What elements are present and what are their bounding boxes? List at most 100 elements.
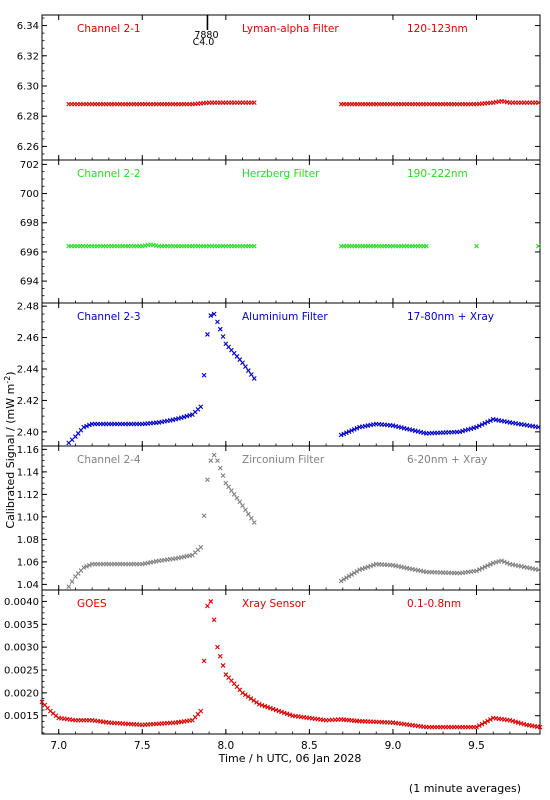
panel-3: 2.40 2.42 2.44 2.46 2.48 Channel 2-3 Aluminium… (17, 302, 541, 447)
data-point (535, 424, 541, 430)
band-label: 17-80nm + Xray (407, 311, 494, 323)
data-point (346, 429, 352, 435)
data-point (273, 707, 279, 713)
data-point (485, 563, 491, 569)
data-point (341, 431, 347, 437)
data-point (343, 575, 349, 581)
data-point (351, 570, 357, 576)
y-tick-label: 1.04 (17, 580, 39, 591)
y-tick-label: 2.48 (17, 302, 39, 313)
data-point (205, 603, 210, 609)
filter-label: Zirconium Filter (242, 454, 325, 466)
y-tick-label: 702 (20, 160, 39, 171)
data-point (220, 334, 226, 339)
band-label: 190-222nm (407, 168, 468, 180)
data-point (245, 511, 251, 517)
data-point (265, 704, 270, 710)
data-point (220, 473, 226, 479)
data-point (341, 577, 347, 582)
y-tick-label: 2.40 (17, 427, 39, 438)
data-point (81, 424, 87, 430)
data-point (482, 720, 488, 725)
channel-label: Channel 2-4 (77, 454, 141, 466)
data-point (234, 495, 240, 501)
y-tick-label: 6.28 (17, 112, 39, 123)
data-point (198, 544, 204, 550)
channel-label: Channel 2-1 (77, 23, 141, 35)
data-point (479, 721, 485, 727)
data-point (240, 690, 245, 696)
y-tick-label: 698 (20, 218, 39, 229)
x-tick-label: 9.5 (468, 740, 485, 752)
y-tick-label: 2.46 (17, 333, 39, 344)
data-point (371, 562, 376, 568)
y-tick-label: 0.0040 (4, 597, 39, 608)
y-tick-label: 0.0035 (4, 620, 39, 631)
data-point (220, 663, 226, 668)
data-point (69, 579, 75, 584)
data-series (39, 599, 543, 730)
data-series (66, 452, 541, 590)
data-series (66, 311, 541, 446)
data-point (251, 698, 257, 703)
filter-label: Herzberg Filter (242, 168, 320, 180)
data-point (240, 360, 245, 366)
panel-frame (41, 589, 541, 735)
data-point (276, 708, 282, 714)
data-point (259, 702, 265, 708)
data-point (368, 563, 374, 569)
x-tick-label: 9.0 (385, 740, 402, 752)
y-tick-label: 2.42 (17, 396, 39, 407)
data-series (66, 242, 541, 249)
data-point (254, 699, 259, 705)
y-tick-label: 0.0015 (4, 711, 39, 722)
data-point (423, 243, 429, 249)
data-point (245, 694, 251, 700)
channel-label: Channel 2-2 (77, 168, 141, 180)
data-point (251, 100, 257, 105)
data-point (482, 564, 488, 570)
y-tick-label: 6.34 (17, 21, 39, 32)
data-series (66, 98, 541, 107)
panels-group: 6.26 6.28 6.30 6.32 6.34 Channel 2-1 Lyman-alp… (4, 14, 543, 735)
data-point (86, 562, 92, 568)
y-tick-label: 1.12 (17, 490, 39, 501)
data-point (208, 313, 214, 318)
data-point (226, 484, 231, 490)
x-tick-label: 7.0 (50, 740, 67, 752)
data-point (482, 420, 488, 426)
band-label: 6-20nm + Xray (407, 454, 487, 466)
data-point (359, 566, 365, 572)
data-point (343, 430, 349, 436)
data-point (351, 426, 357, 432)
data-point (262, 703, 268, 709)
y-tick-label: 0.0020 (4, 688, 39, 699)
flare-event-id: 7880 (194, 30, 218, 41)
panel-frame (41, 14, 541, 161)
data-point (201, 372, 207, 378)
data-point (535, 100, 541, 105)
data-point (485, 718, 491, 724)
data-point (217, 326, 223, 332)
data-point (357, 567, 362, 573)
data-point (66, 584, 72, 590)
channel-label: GOES (77, 598, 107, 610)
data-point (205, 477, 210, 483)
data-point (485, 419, 491, 425)
panel-frame (41, 159, 541, 304)
data-point (198, 404, 204, 410)
panel-1: 6.26 6.28 6.30 6.32 6.34 Channel 2-1 Lyman-alp… (17, 14, 541, 161)
data-point (243, 507, 248, 513)
flare-event-class: C4.0 (193, 37, 215, 48)
y-tick-label: 6.30 (17, 81, 39, 92)
y-tick-label: 0.0025 (4, 666, 39, 677)
data-point (248, 372, 254, 377)
y-tick-label: 0.0030 (4, 643, 39, 654)
data-point (86, 422, 92, 428)
data-point (201, 513, 207, 519)
data-point (217, 465, 223, 471)
x-tick-label: 8.0 (217, 740, 234, 752)
data-point (256, 701, 262, 707)
data-point (346, 573, 352, 579)
